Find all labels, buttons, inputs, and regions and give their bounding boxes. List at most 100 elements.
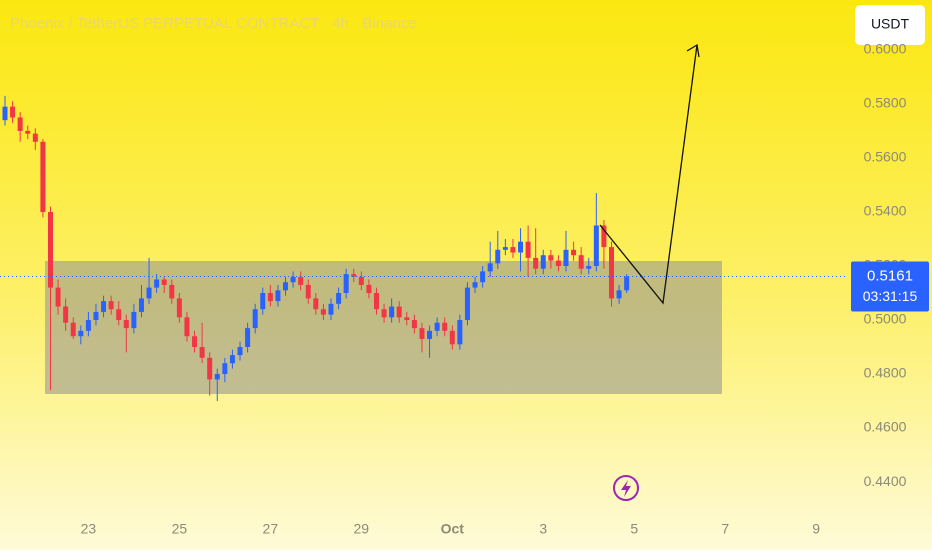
candle-body [586,266,592,269]
countdown-label: 03:31:15 [863,288,918,304]
candle-body [373,293,379,310]
candle-body [252,309,258,329]
candle-body [93,311,99,321]
currency-label[interactable]: USDT [871,16,910,32]
candle-body [47,211,53,288]
candle-body [540,255,546,269]
candle-body [207,357,213,380]
candle-body [283,282,289,291]
price-label: 0.5161 [867,268,913,285]
candle-body [298,276,304,285]
candle-body [480,271,486,283]
candle-body [624,276,630,291]
projection-line [599,44,698,305]
candle-body [161,279,167,285]
candle-body [192,336,198,348]
candle-body [2,106,8,121]
range-box [45,261,722,394]
candle-body [116,309,122,321]
x-tick-label: 25 [172,521,188,537]
candle-body [472,282,478,288]
y-tick-label: 0.4400 [864,473,907,489]
candle-body [237,347,243,356]
candle-body [442,322,448,331]
x-tick-label: Oct [441,521,465,537]
candle-body [184,317,190,337]
candle-body [449,330,455,345]
candle-body [608,247,614,299]
chart-title: Phoenix / TetherUS PERPETUAL CONTRACT · … [10,15,417,32]
x-tick-label: 9 [812,521,820,537]
candle-body [464,287,470,321]
candle-body [260,293,266,310]
candle-body [518,241,524,253]
candle-body [169,284,175,299]
candle-body [176,298,182,318]
candle-body [138,298,144,312]
candle-body [366,284,372,294]
candle-body [601,225,607,248]
candle-body [154,279,160,288]
candle-body [525,241,531,258]
candle-body [457,320,463,345]
y-tick-label: 0.4800 [864,365,907,381]
candle-body [358,276,364,285]
candle-body [245,328,251,348]
candle-body [396,306,402,318]
candle-body [229,355,235,364]
arrow-head [686,43,700,58]
y-tick-label: 0.5600 [864,149,907,165]
y-tick-label: 0.6000 [864,41,907,57]
candle-body [381,309,387,318]
candle-body [275,290,281,302]
candle-body [389,306,395,318]
y-tick-label: 0.5400 [864,203,907,219]
candle-body [131,311,137,329]
candle-body [17,117,23,131]
candle-body [78,330,84,337]
candle-body [495,249,501,264]
candle-body [305,284,311,299]
candle-body [214,374,220,380]
currency-button[interactable] [855,5,925,45]
candle-body [123,320,129,329]
candle-body [40,141,46,212]
candle-body [533,257,539,269]
candle-body [404,317,410,321]
candle-body [427,330,433,339]
y-tick-label: 0.4600 [864,419,907,435]
candle-body [313,298,319,310]
candle-body [411,320,417,329]
candle-body [108,301,114,310]
candle-body [70,322,76,337]
candle-body [555,260,561,267]
x-tick-label: 27 [263,521,279,537]
candle-body [336,293,342,304]
candle-body [571,249,577,256]
candle-body [328,303,334,315]
candle-body [10,106,16,118]
x-tick-label: 3 [539,521,547,537]
candle-body [63,306,69,323]
x-tick-label: 7 [721,521,729,537]
x-tick-label: 5 [630,521,638,537]
flash-icon [613,475,639,501]
candle-body [563,249,569,267]
candle-body [320,309,326,315]
candle-body [25,130,31,134]
candle-body [502,247,508,250]
candle-body [101,301,107,312]
candle-body [32,133,38,142]
y-tick-label: 0.5800 [864,95,907,111]
candle-body [593,225,599,267]
candle-body [290,276,296,283]
candle-body [548,255,554,261]
candle-body [199,347,205,358]
candle-body [510,247,516,253]
x-tick-label: 23 [81,521,97,537]
candle-body [222,363,228,375]
candle-body [85,320,91,331]
candle-body [487,263,493,272]
